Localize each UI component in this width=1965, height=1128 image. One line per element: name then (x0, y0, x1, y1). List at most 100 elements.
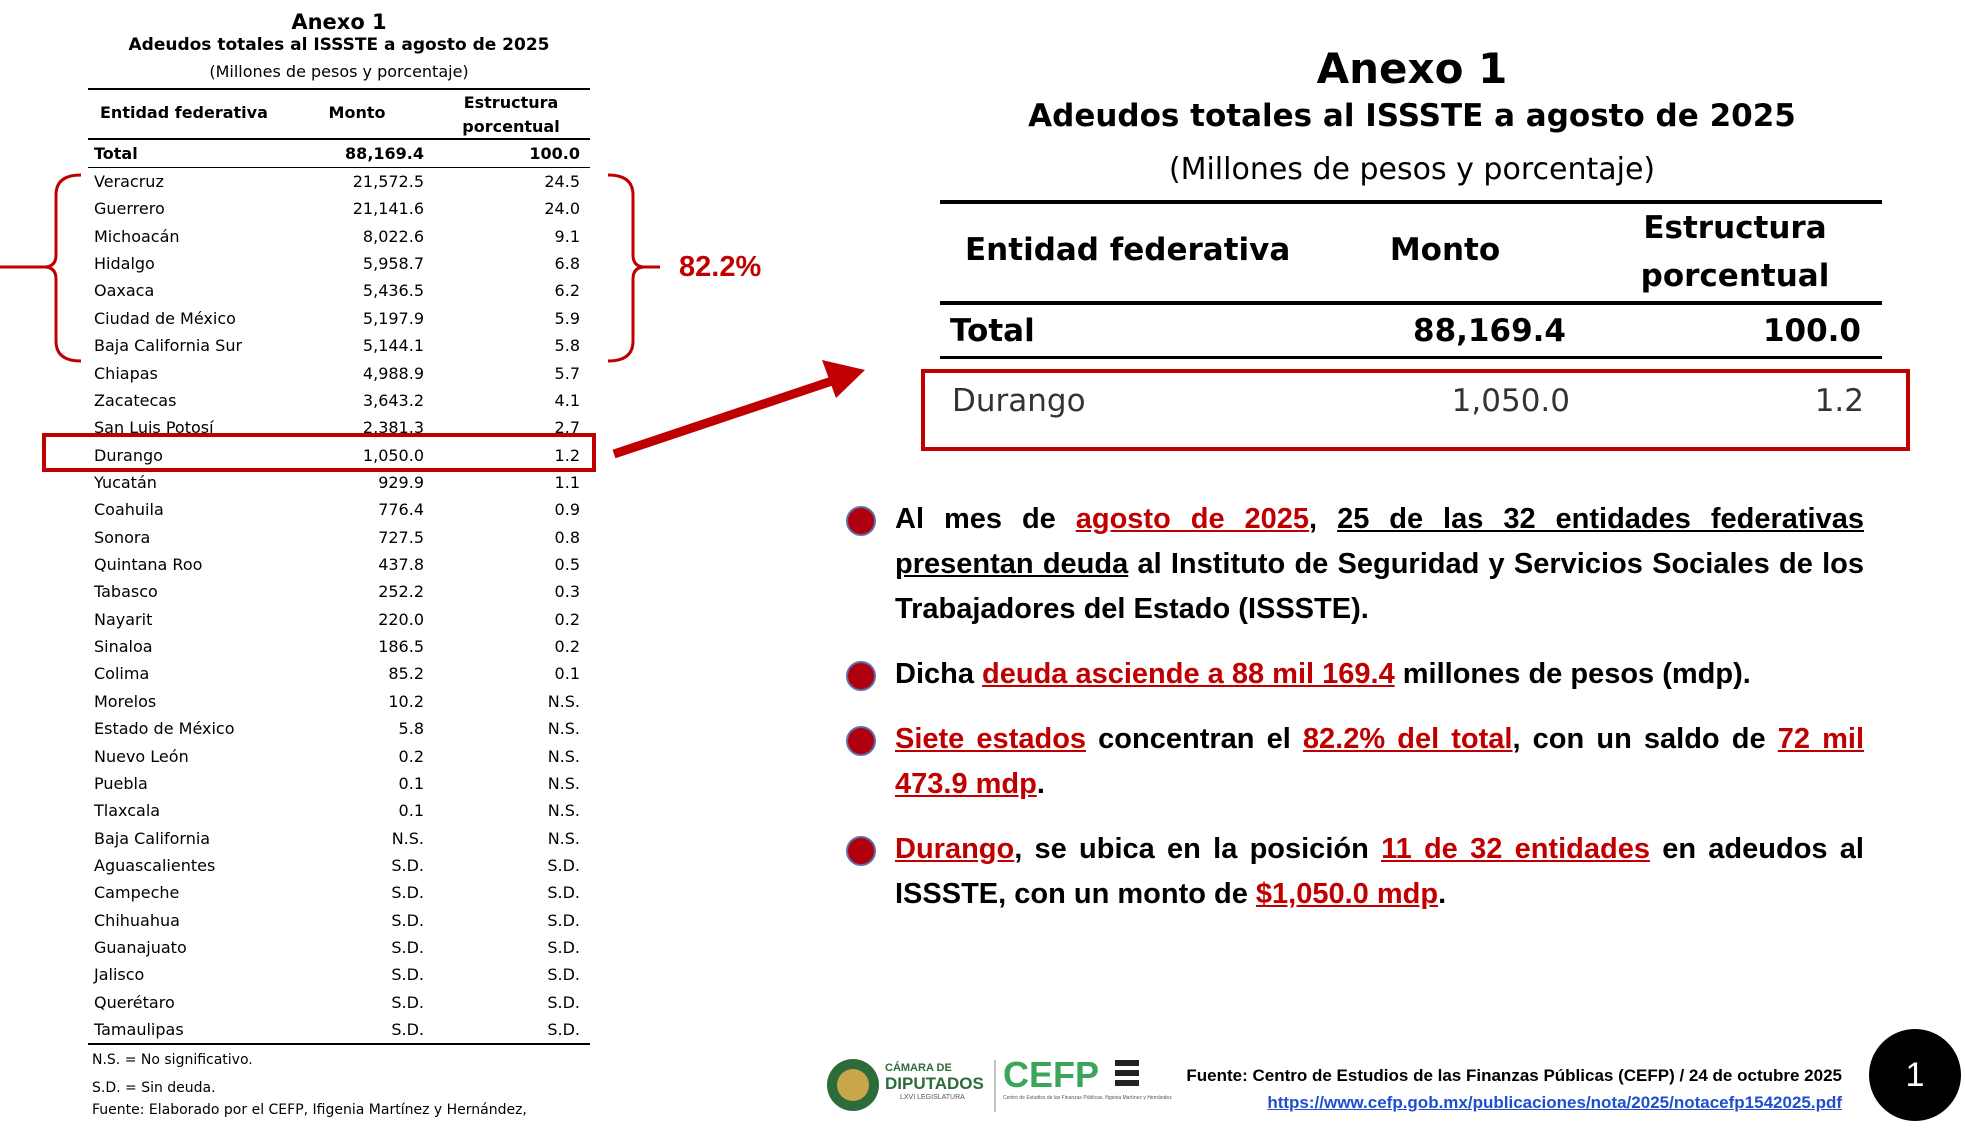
row-label: Baja California (94, 828, 211, 848)
text-segment: deuda asciende a 88 mil 169.4 (982, 658, 1395, 690)
row-value: 4,988.9 (362, 363, 424, 383)
row-value: S.D. (391, 856, 424, 875)
row-label: Guanajuato (94, 938, 187, 958)
bullet-dot (846, 661, 876, 691)
row-value: 929.9 (378, 472, 424, 492)
row-label: Ciudad de México (94, 308, 236, 328)
row-label: Tamaulipas (94, 1020, 184, 1040)
row-label: Oaxaca (94, 281, 155, 301)
row-value: 85.2 (388, 664, 424, 684)
bullet-text: Al mes de agosto de 2025, 25 de las 32 e… (895, 497, 1864, 632)
row-pct: 0.5 (554, 555, 580, 575)
row-pct: S.D. (547, 856, 580, 875)
text-segment: , se ubica en la posición (1014, 833, 1382, 865)
note: S.D. = Sin deuda. (92, 1080, 216, 1096)
row-value: 186.5 (378, 637, 424, 657)
arrow (612, 375, 837, 459)
row-label: Morelos (94, 691, 157, 711)
zoom-unit: (Millones de pesos y porcentaje) (1168, 152, 1656, 187)
row-value: 252.2 (378, 582, 424, 602)
row-pct: 5.9 (554, 308, 580, 328)
row-label: Durango (952, 383, 1086, 419)
row-value: 21,572.5 (352, 172, 424, 191)
text-segment: Durango (895, 833, 1015, 865)
row-label: Campeche (94, 883, 180, 903)
row-label: San Luis Potosí (94, 418, 214, 438)
right-bracket (607, 173, 646, 363)
bullet-text: Durango, se ubica en la posición 11 de 3… (895, 827, 1864, 917)
text-segment: agosto de 2025 (1075, 503, 1310, 535)
text-segment: 72 mil 473.9 mdp (895, 723, 1865, 800)
row-value: 5.8 (398, 719, 424, 739)
row-pct: 0.9 (554, 500, 580, 520)
row-label: Sonora (94, 527, 151, 547)
row-pct: N.S. (547, 691, 580, 711)
row-value: S.D. (391, 965, 424, 985)
row-value: 437.8 (378, 555, 424, 575)
row-value: S.D. (391, 1020, 424, 1040)
row-pct: N.S. (547, 773, 580, 793)
text-segment: 11 de 32 entidades (1381, 833, 1650, 865)
text-segment: millones de pesos (mdp). (1394, 658, 1751, 690)
row-label: Jalisco (94, 965, 145, 985)
logo-text: CEFP (1003, 1054, 1100, 1095)
rule (940, 200, 1882, 204)
header: Estructura (1643, 210, 1827, 246)
total-label: Total (94, 144, 138, 163)
row-label: Colima (94, 664, 150, 684)
row-label: Yucatán (94, 472, 157, 492)
text-segment: . (1036, 768, 1045, 800)
total-label: Total (950, 313, 1035, 349)
row-pct: 24.5 (544, 172, 580, 191)
row-label: Tabasco (94, 582, 158, 602)
row-pct: S.D. (547, 1020, 580, 1040)
row-value: S.D. (391, 883, 424, 903)
row-pct: 2.7 (554, 418, 580, 438)
rule (940, 356, 1882, 359)
total-value: 88,169.4 (345, 144, 424, 163)
row-value: 8,022.6 (362, 226, 424, 246)
row-pct: 0.1 (554, 664, 580, 684)
rule (88, 138, 590, 140)
row-pct: 6.8 (554, 254, 580, 274)
row-label: Aguascalientes (94, 856, 216, 875)
header: Entidad federativa (965, 232, 1291, 268)
row-value: 3,643.2 (362, 390, 424, 410)
text-segment: al Instituto de Seguridad y Servicios So… (895, 548, 1864, 625)
total-pct: 100.0 (529, 144, 580, 163)
header: Monto (328, 103, 386, 122)
row-label: Hidalgo (94, 254, 155, 274)
row-value: 5,197.9 (362, 308, 424, 328)
zoom-subtitle: Adeudos totales al ISSSTE a agosto de 20… (1028, 98, 1796, 134)
text-segment: concentran el (1086, 723, 1303, 755)
row-label: Guerrero (94, 199, 165, 219)
bullet-dot (846, 726, 876, 756)
row-pct: 6.2 (554, 281, 580, 301)
header: Estructura (463, 93, 559, 112)
row-label: Tlaxcala (94, 801, 161, 821)
row-pct: 4.1 (554, 390, 580, 410)
row-pct: 24.0 (544, 199, 580, 219)
row-value: 5,144.1 (362, 336, 424, 356)
row-label: Puebla (94, 773, 148, 793)
row-label: Zacatecas (94, 390, 177, 410)
row-label: Veracruz (94, 172, 164, 191)
row-value: 220.0 (378, 609, 424, 629)
text-segment: $1,050.0 mdp (1255, 878, 1439, 910)
text-segment: 82.2% del total (1302, 723, 1513, 755)
row-label: Nayarit (94, 609, 153, 629)
row-value: 5,958.7 (362, 254, 424, 274)
row-pct: S.D. (547, 883, 580, 903)
text-segment: , con un saldo de (1512, 723, 1778, 755)
arrow-head (822, 360, 865, 398)
row-label: Quintana Roo (94, 555, 203, 575)
source-link[interactable]: https://www.cefp.gob.mx/publicaciones/no… (1267, 1093, 1842, 1112)
row-value: 2,381.3 (362, 418, 424, 438)
highlight-box (42, 433, 596, 472)
row-pct: 5.8 (554, 336, 580, 356)
row-value: 0.1 (398, 801, 424, 821)
rule (88, 1043, 590, 1045)
row-pct: N.S. (547, 719, 580, 739)
text-segment: en adeudos al ISSSTE, con un monto de (895, 833, 1864, 910)
